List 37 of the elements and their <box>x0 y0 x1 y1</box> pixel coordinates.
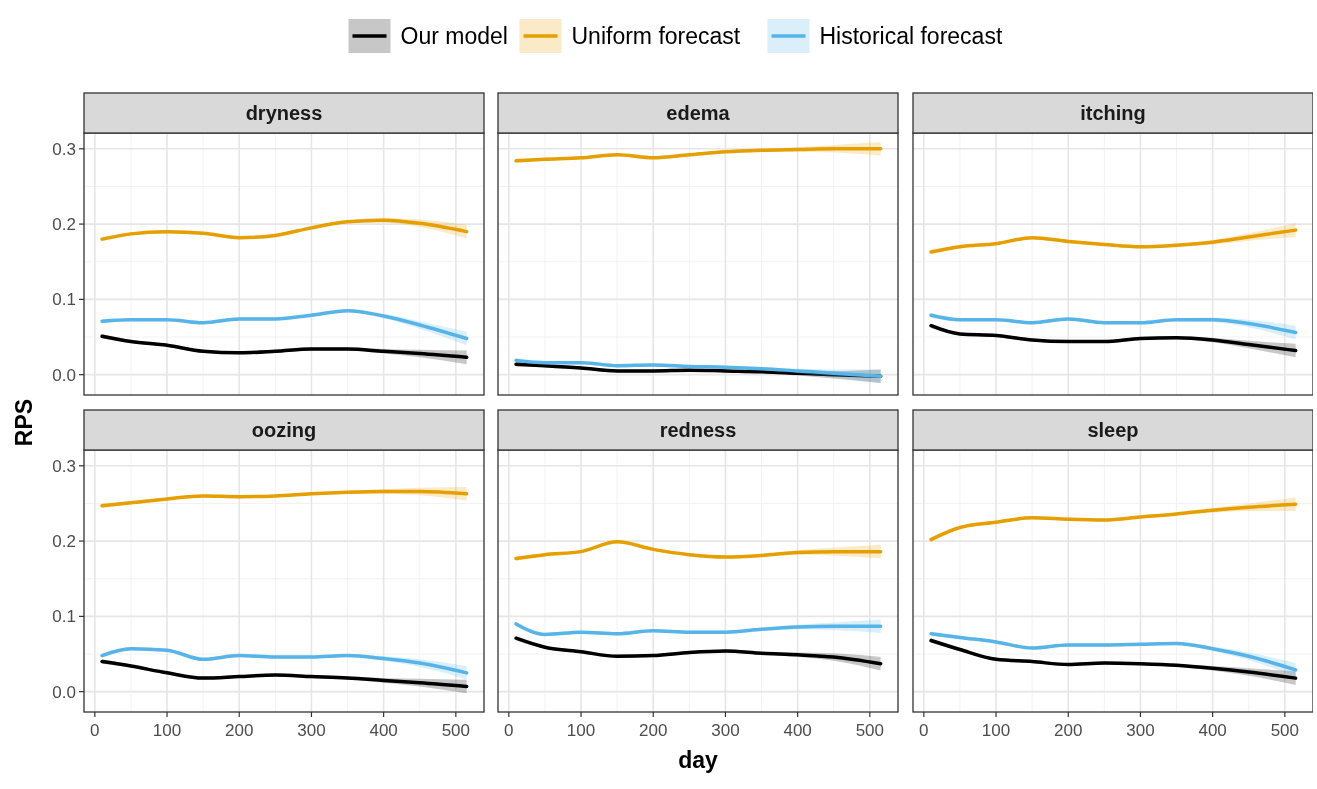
y-tick-label: 0.3 <box>52 456 76 476</box>
chart-title: edema <box>666 102 731 124</box>
x-tick-label: 300 <box>711 721 740 740</box>
y-tick-label: 0.1 <box>52 607 76 627</box>
x-tick-label: 400 <box>1198 721 1227 740</box>
y-tick-label: 0.2 <box>52 215 76 235</box>
x-tick-label: 300 <box>1126 721 1155 740</box>
chart-title: oozing <box>251 419 317 441</box>
y-tick-label: 0.2 <box>52 532 76 552</box>
legend-label: Uniform forecast <box>571 23 741 49</box>
chart-title: itching <box>1080 102 1146 124</box>
x-tick-label: 300 <box>297 721 326 740</box>
chart-title: sleep <box>1087 419 1139 441</box>
x-tick-label: 200 <box>1054 721 1083 740</box>
y-tick-label: 0.1 <box>52 290 76 310</box>
x-tick-label: 500 <box>855 721 885 740</box>
x-tick-label: 200 <box>639 721 668 740</box>
x-tick-label: 400 <box>369 721 398 740</box>
y-tick-label: 0.3 <box>52 139 76 159</box>
y-axis-title: RPS <box>11 398 37 447</box>
x-tick-label: 500 <box>441 721 471 740</box>
x-tick-label: 100 <box>566 721 596 740</box>
x-tick-label: 200 <box>225 721 254 740</box>
x-tick-label: 0 <box>919 721 929 740</box>
chart-title: dryness <box>245 102 323 124</box>
x-tick-label: 400 <box>783 721 812 740</box>
y-tick-label: 0.0 <box>52 365 76 385</box>
x-tick-label: 0 <box>90 721 100 740</box>
chart-title: redness <box>659 419 737 441</box>
x-tick-label: 100 <box>152 721 182 740</box>
legend-label: Historical forecast <box>819 23 1003 49</box>
x-tick-label: 100 <box>981 721 1011 740</box>
x-axis-title: day <box>678 747 719 773</box>
x-tick-label: 0 <box>504 721 514 740</box>
legend-label: Our model <box>400 23 508 49</box>
y-tick-label: 0.0 <box>52 682 76 702</box>
x-tick-label: 500 <box>1270 721 1300 740</box>
